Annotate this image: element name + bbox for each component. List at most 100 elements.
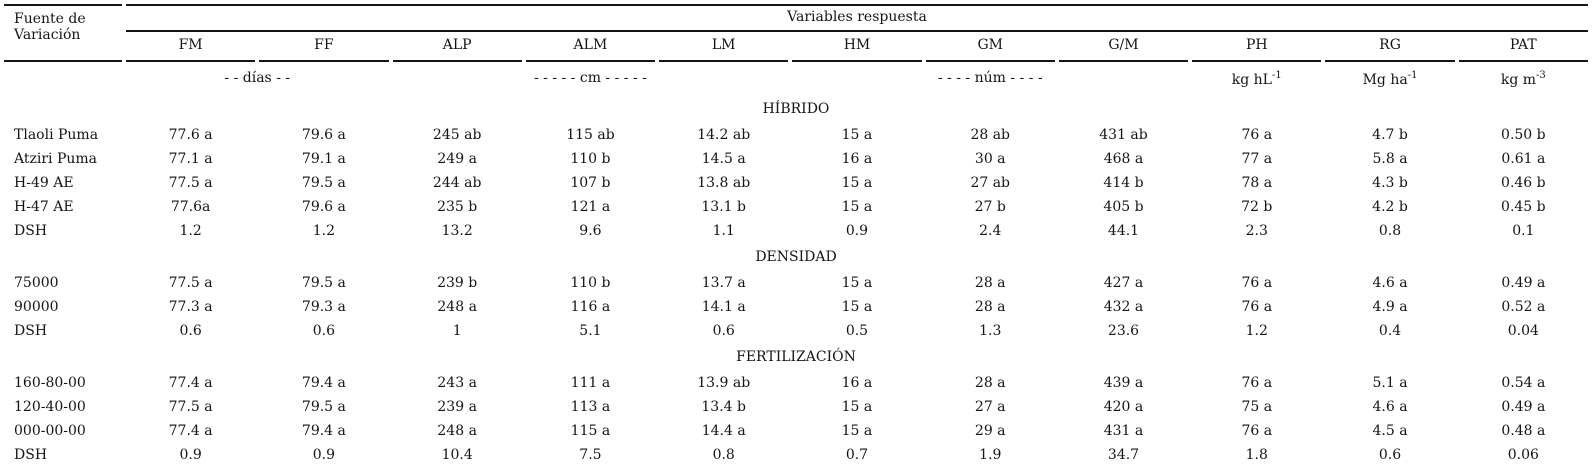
data-cell: 0.8 xyxy=(1378,223,1402,240)
section-row: DENSIDAD xyxy=(4,244,1588,272)
data-cell: 23.6 xyxy=(1107,323,1140,340)
data-cell: 0.8 xyxy=(659,444,788,468)
data-cell: 77.6 a xyxy=(168,127,213,144)
section-row: FERTILIZACIÓN xyxy=(4,344,1588,372)
data-cell: 15 a xyxy=(841,275,873,292)
data-cell: 77.3 a xyxy=(168,299,213,316)
row-label: DSH xyxy=(14,323,48,340)
data-cell: 15 a xyxy=(841,175,873,192)
row-label: 160-80-00 xyxy=(14,375,86,392)
data-cell: 79.4 a xyxy=(301,423,346,440)
data-cell: 239 b xyxy=(437,275,478,292)
data-cell: 1.2 xyxy=(312,223,336,240)
table-row: Atziri Puma 77.1 a 79.1 a 249 a 110 b 14.5 a 1… xyxy=(4,148,1588,172)
column-header-ff: FF xyxy=(259,32,389,62)
data-cell: 1.2 xyxy=(1245,323,1268,340)
data-cell: 5.1 a xyxy=(1372,375,1408,392)
data-cell: 0.5 xyxy=(845,323,869,340)
data-cell: 28 a xyxy=(974,299,1006,316)
unit-pat-exponent: -3 xyxy=(1536,69,1546,81)
data-cell: 16 a xyxy=(841,151,873,168)
corner-header-line2: Variación xyxy=(14,27,81,43)
row-label: Tlaoli Puma xyxy=(14,127,99,144)
data-cell: 79.3 a xyxy=(301,299,346,316)
data-cell: 1 xyxy=(452,323,462,340)
data-cell: 243 a xyxy=(437,375,477,392)
unit-dias: - - días - - xyxy=(224,70,291,87)
data-cell: 78 a xyxy=(1241,175,1273,192)
data-cell: 76 a xyxy=(1241,375,1273,392)
data-cell: 77.5 a xyxy=(168,275,213,292)
data-cell: 468 a xyxy=(1103,151,1144,168)
group-header: Variables respuesta xyxy=(126,4,1588,32)
data-cell: 431 a xyxy=(1103,423,1144,440)
data-cell: 14.5 a xyxy=(701,151,746,168)
data-cell: 76 a xyxy=(1241,275,1273,292)
data-cell: 239 a xyxy=(437,399,477,416)
data-cell: 235 b xyxy=(437,199,478,216)
column-header-gm: GM xyxy=(925,32,1055,62)
data-cell: 1.8 xyxy=(1192,444,1321,468)
data-cell: 4.9 a xyxy=(1372,299,1408,316)
row-label: DSH xyxy=(4,444,122,468)
data-cell: 1.9 xyxy=(926,444,1055,468)
table-row: 90000 77.3 a 79.3 a 248 a 116 a 14.1 a 15 a 28 … xyxy=(4,296,1588,320)
unit-rg-base: Mg ha xyxy=(1362,71,1408,88)
data-cell: 431 ab xyxy=(1099,127,1148,144)
row-label: 120-40-00 xyxy=(14,399,86,416)
row-label: 90000 xyxy=(14,299,59,316)
data-cell: 27 a xyxy=(974,399,1006,416)
data-cell: 13.1 b xyxy=(701,199,746,216)
table-row: Tlaoli Puma 77.6 a 79.6 a 245 ab 115 ab 14.2 … xyxy=(4,124,1588,148)
data-cell: 72 b xyxy=(1241,199,1273,216)
data-cell: 29 a xyxy=(974,423,1006,440)
data-cell: 76 a xyxy=(1241,423,1273,440)
data-cell: 0.54 a xyxy=(1501,375,1546,392)
data-cell: 15 a xyxy=(841,399,873,416)
data-cell: 15 a xyxy=(841,199,873,216)
data-cell: 14.2 ab xyxy=(697,127,751,144)
data-cell: 16 a xyxy=(841,375,873,392)
data-cell: 4.7 b xyxy=(1372,127,1408,144)
data-cell: 13.2 xyxy=(441,223,473,240)
data-cell: 27 b xyxy=(974,199,1006,216)
corner-header: Fuente de Variación xyxy=(4,4,122,62)
table-body: HÍBRIDO Tlaoli Puma 77.6 a 79.6 a 245 ab 115 … xyxy=(4,96,1588,468)
data-cell: 0.48 a xyxy=(1501,423,1546,440)
data-cell: 5.8 a xyxy=(1372,151,1408,168)
data-cell: 414 b xyxy=(1103,175,1144,192)
column-header-fm: FM xyxy=(126,32,256,62)
data-cell: 0.61 a xyxy=(1501,151,1546,168)
table-row: 160-80-00 77.4 a 79.4 a 243 a 111 a 13.9 ab 16… xyxy=(4,372,1588,396)
data-cell: 245 ab xyxy=(432,127,482,144)
unit-pat-base: kg m xyxy=(1500,71,1537,88)
data-cell: 44.1 xyxy=(1107,223,1140,240)
unit-ph-base: kg hL xyxy=(1231,71,1272,88)
data-cell: 76 a xyxy=(1241,127,1273,144)
data-cell: 34.7 xyxy=(1059,444,1188,468)
data-cell: 0.46 b xyxy=(1501,175,1546,192)
data-cell: 30 a xyxy=(974,151,1006,168)
data-cell: 13.9 ab xyxy=(697,375,751,392)
data-cell: 115 a xyxy=(570,423,611,440)
results-table: Fuente de Variación Variables respuesta … xyxy=(0,4,1592,468)
data-cell: 79.4 a xyxy=(301,375,346,392)
data-cell: 248 a xyxy=(437,423,477,440)
data-cell: 2.3 xyxy=(1245,223,1268,240)
data-cell: 27 ab xyxy=(970,175,1011,192)
data-cell: 28 a xyxy=(974,375,1006,392)
data-cell: 113 a xyxy=(570,399,611,416)
data-cell: 75 a xyxy=(1241,399,1273,416)
data-cell: 110 b xyxy=(570,151,611,168)
data-cell: 0.9 xyxy=(126,444,255,468)
data-cell: 2.4 xyxy=(979,223,1002,240)
data-cell: 13.7 a xyxy=(701,275,746,292)
table-row: DSH 1.2 1.2 13.2 9.6 1.1 0.9 2.4 44.1 2.3 0.8 0.1 xyxy=(4,220,1588,244)
data-cell: 77.1 a xyxy=(168,151,213,168)
table-row: H-49 AE 77.5 a 79.5 a 244 ab 107 b 13.8 ab 15 … xyxy=(4,172,1588,196)
data-cell: 77.4 a xyxy=(168,423,213,440)
unit-pat: kg m-3 xyxy=(1459,62,1588,96)
data-cell: 77.6a xyxy=(170,199,211,216)
table-row: 120-40-00 77.5 a 79.5 a 239 a 113 a 13.4 b 15 … xyxy=(4,396,1588,420)
